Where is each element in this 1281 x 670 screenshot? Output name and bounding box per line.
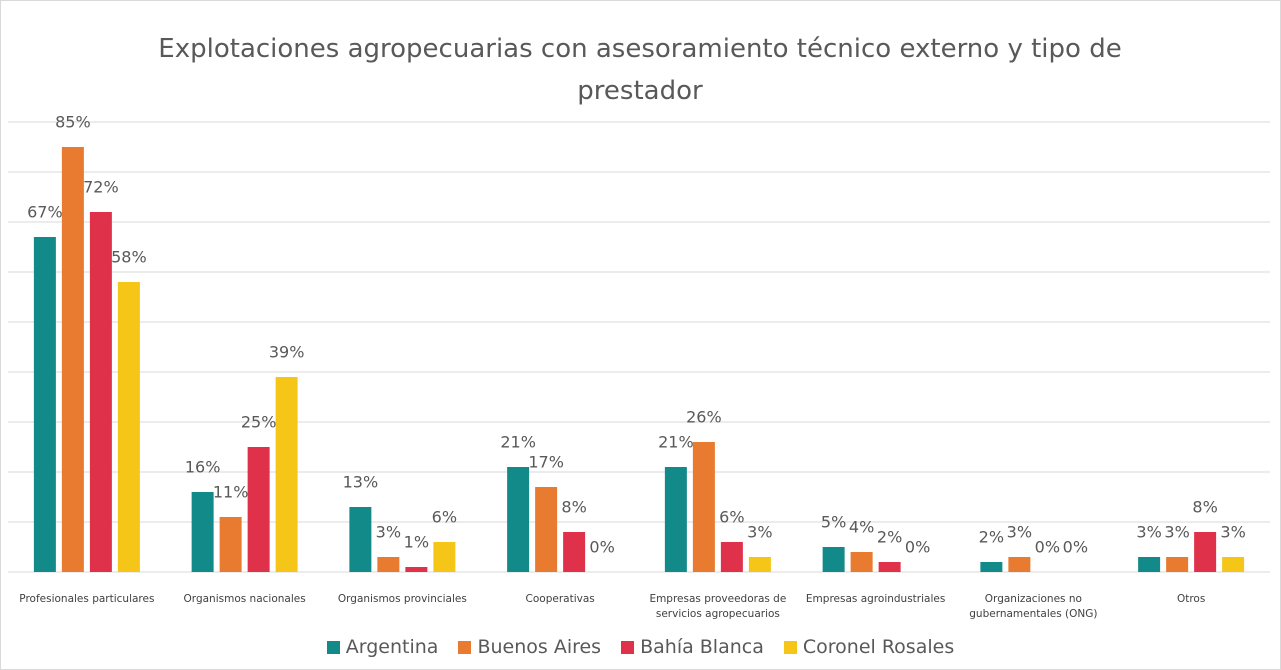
x-tick-label: Empresas agroindustriales	[805, 593, 946, 605]
data-label: 6%	[432, 508, 457, 527]
bar	[349, 507, 372, 572]
data-label: 6%	[719, 508, 744, 527]
data-label: 2%	[979, 528, 1004, 547]
data-label: 13%	[343, 473, 379, 492]
bar	[377, 557, 400, 572]
data-label: 58%	[111, 248, 147, 267]
data-label: 11%	[213, 483, 249, 502]
legend-label: Bahía Blanca	[640, 636, 764, 658]
x-tick-label: Empresas proveedoras de servicios agrope…	[649, 593, 787, 620]
data-label: 3%	[1164, 523, 1189, 542]
bar	[980, 562, 1003, 572]
bar	[405, 567, 428, 572]
data-label: 8%	[1192, 498, 1217, 517]
x-tick-label: Profesionales particulares	[19, 593, 155, 605]
legend-item: Coronel Rosales	[783, 636, 955, 658]
legend-label: Argentina	[345, 636, 439, 658]
x-tick-label: Otros	[1176, 593, 1206, 605]
data-label: 0%	[589, 538, 614, 557]
data-label: 26%	[686, 408, 722, 427]
bar	[692, 442, 715, 572]
data-label: 17%	[528, 453, 564, 472]
legend-item: Argentina	[326, 636, 439, 658]
data-label: 3%	[747, 523, 772, 542]
bar	[748, 557, 771, 572]
bar	[1194, 532, 1217, 572]
data-label: 0%	[1035, 538, 1060, 557]
bar	[563, 532, 586, 572]
data-label: 4%	[849, 518, 874, 537]
bar	[1222, 557, 1245, 572]
bar	[1138, 557, 1161, 572]
bar	[89, 212, 112, 572]
data-label: 25%	[241, 413, 277, 432]
bar	[117, 282, 140, 572]
legend: Argentina Buenos Aires Bahía Blanca Coronel…	[0, 636, 1281, 658]
data-label: 67%	[27, 203, 63, 222]
bar	[247, 447, 270, 572]
legend-swatch	[621, 641, 635, 654]
data-label: 3%	[376, 523, 401, 542]
legend-swatch	[783, 641, 797, 654]
bar	[850, 552, 873, 572]
data-label: 5%	[821, 513, 846, 532]
legend-label: Coronel Rosales	[802, 636, 955, 658]
bar	[219, 517, 242, 572]
data-label: 72%	[83, 178, 119, 197]
data-label: 1%	[404, 533, 429, 552]
bar	[33, 237, 56, 572]
data-label: 0%	[905, 538, 930, 557]
bar	[720, 542, 743, 572]
bar	[878, 562, 901, 572]
bar	[1008, 557, 1031, 572]
data-label: 3%	[1220, 523, 1245, 542]
bar	[507, 467, 530, 572]
data-label: 21%	[500, 433, 536, 452]
data-label: 0%	[1063, 538, 1088, 557]
x-tick-label: Organismos nacionales	[183, 593, 306, 605]
legend-item: Bahía Blanca	[621, 636, 764, 658]
data-label: 2%	[877, 528, 902, 547]
bar	[1166, 557, 1189, 572]
bar	[664, 467, 687, 572]
legend-swatch	[458, 641, 472, 654]
data-label: 39%	[269, 343, 305, 362]
bar	[191, 492, 214, 572]
data-label: 85%	[55, 113, 91, 132]
data-label: 21%	[658, 433, 694, 452]
x-tick-label: Organizaciones no gubernamentales (ONG)	[969, 593, 1098, 620]
bar	[61, 147, 84, 572]
bar	[275, 377, 298, 572]
data-label: 16%	[185, 458, 221, 477]
data-label: 8%	[561, 498, 586, 517]
bar	[822, 547, 845, 572]
data-label: 3%	[1007, 523, 1032, 542]
legend-label: Buenos Aires	[477, 636, 602, 658]
legend-item: Buenos Aires	[458, 636, 601, 658]
data-label: 3%	[1136, 523, 1161, 542]
x-tick-label: Cooperativas	[525, 593, 595, 605]
chart-title: Explotaciones agropecuarias con asesoram…	[158, 34, 1122, 106]
bar	[433, 542, 456, 572]
legend-swatch	[326, 641, 340, 654]
bar	[535, 487, 558, 572]
x-tick-label: Organismos provinciales	[337, 593, 467, 605]
